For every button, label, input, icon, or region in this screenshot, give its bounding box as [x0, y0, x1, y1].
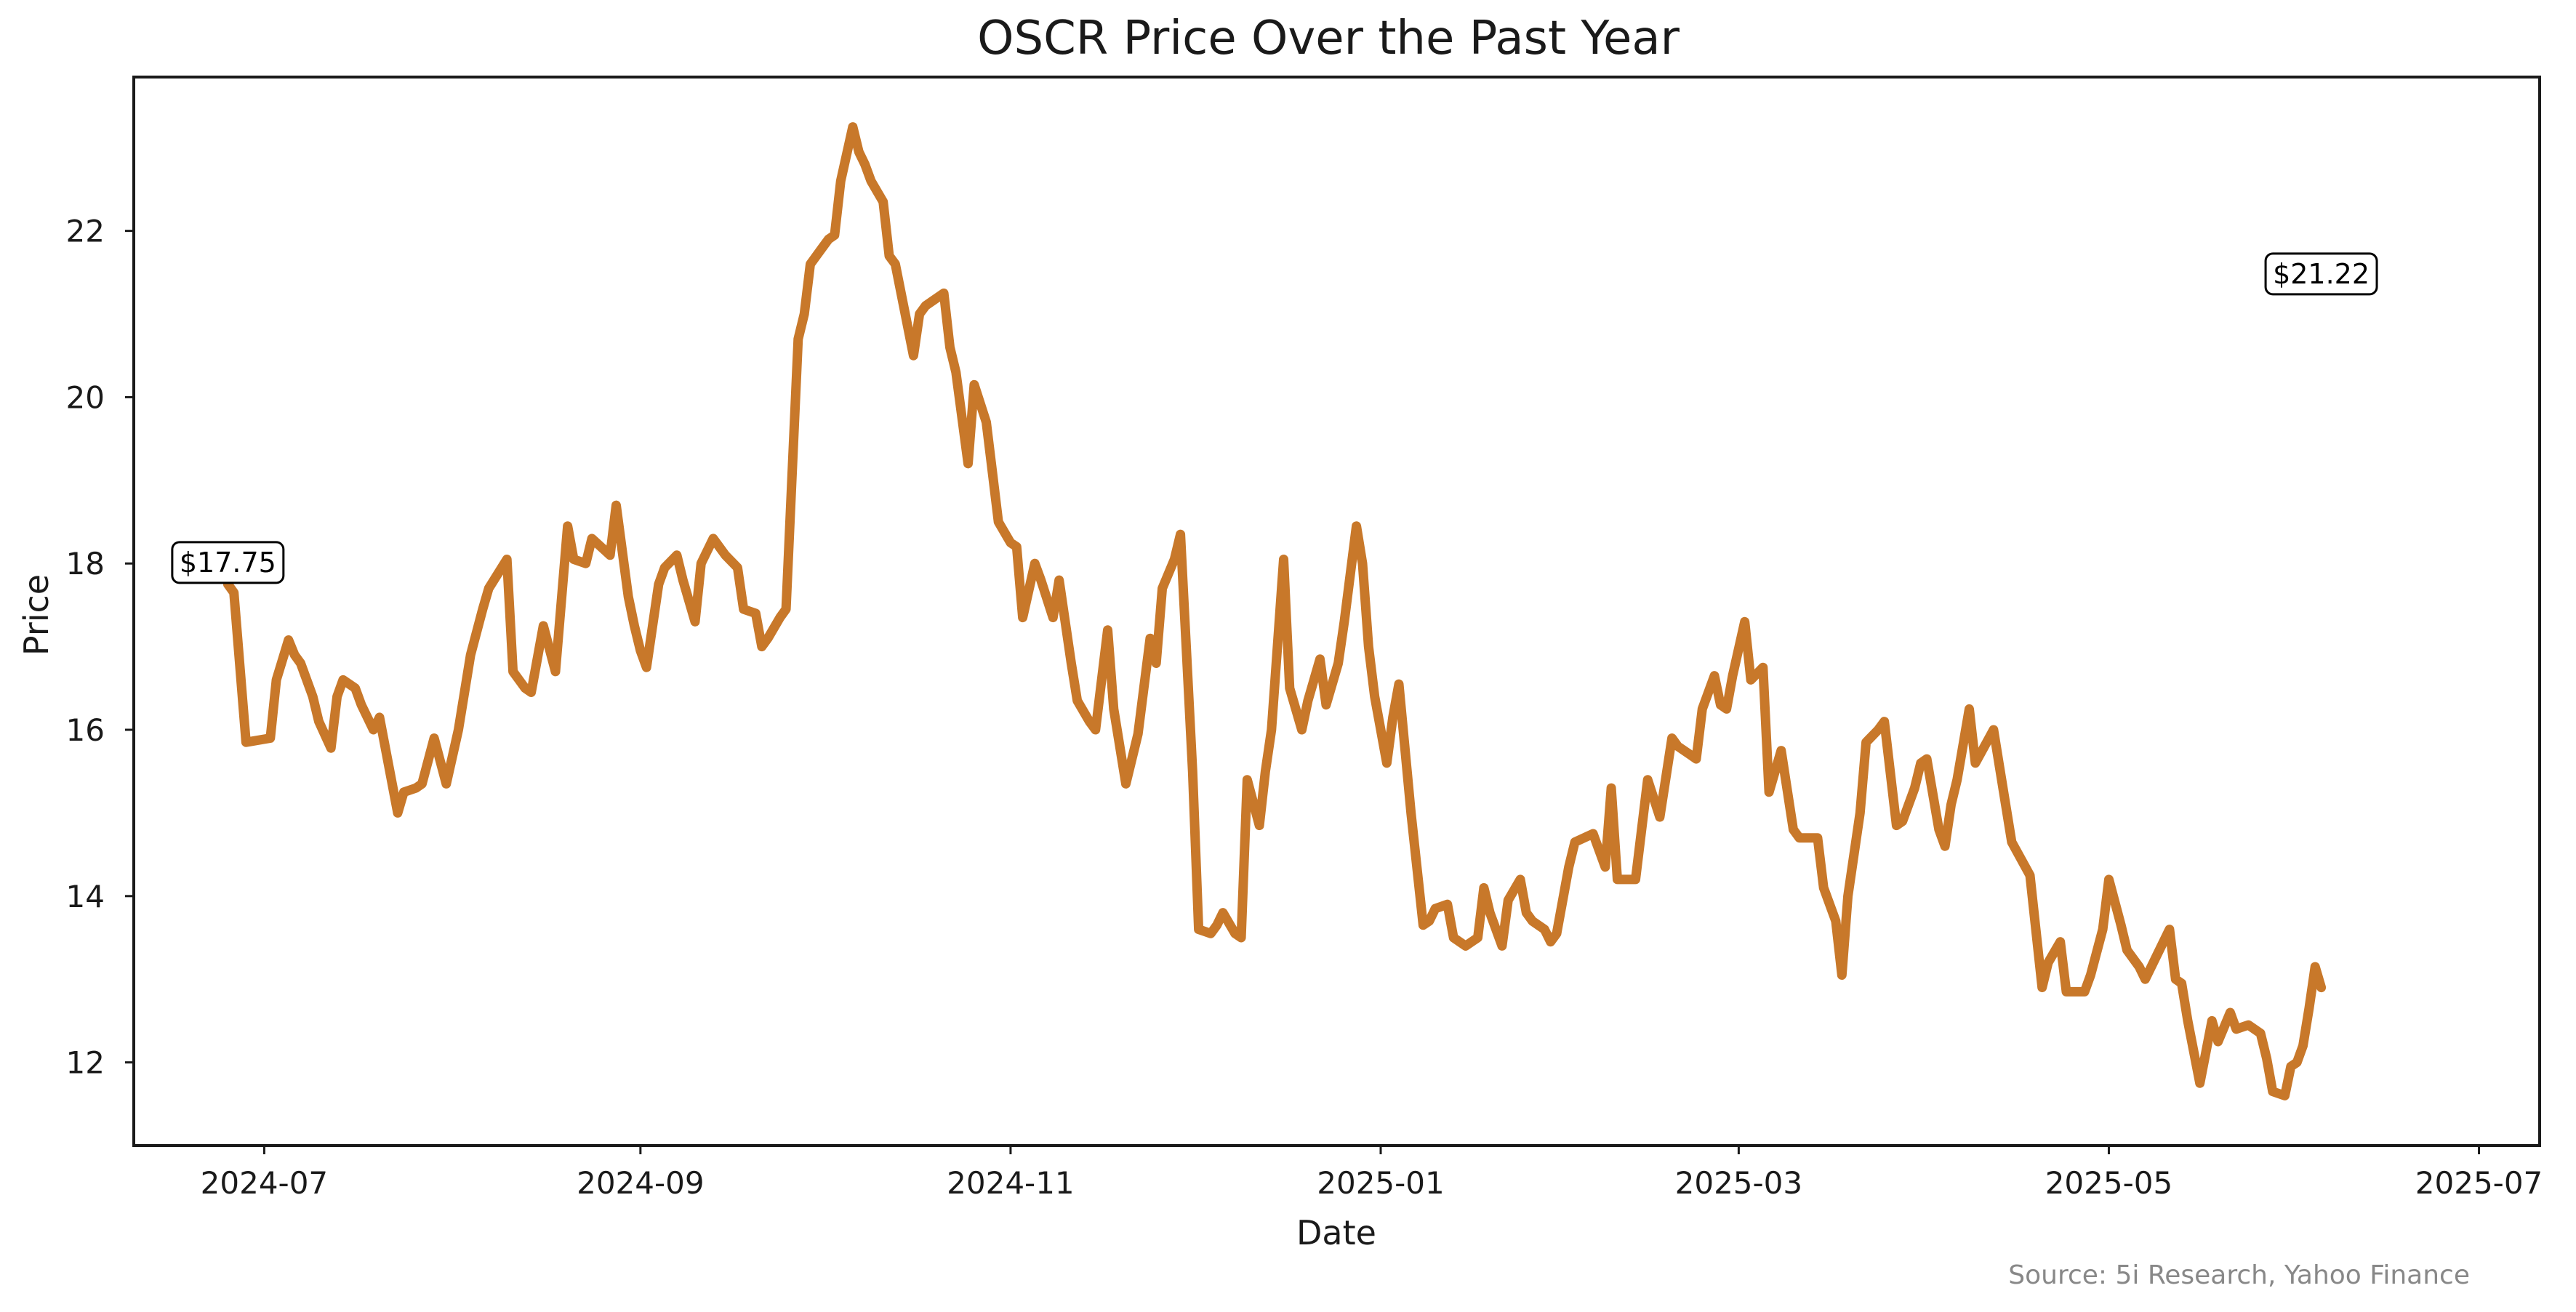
y-tick-label: 20	[66, 379, 105, 415]
price-annotation-box	[171, 541, 285, 584]
source-note: Source: 5i Research, Yahoo Finance	[2008, 1260, 2470, 1290]
y-tick-label: 22	[66, 214, 105, 249]
x-tick-label: 2024-11	[947, 1165, 1075, 1201]
plot-area-frame	[132, 76, 2541, 1147]
chart-title: OSCR Price Over the Past Year	[977, 12, 1680, 65]
price-annotation: $17.75	[171, 541, 285, 584]
x-tick-label: 2025-03	[1675, 1165, 1803, 1201]
x-tick-label: 2024-07	[201, 1165, 329, 1201]
x-tick-label: 2025-01	[1317, 1165, 1445, 1201]
x-axis-label: Date	[1296, 1213, 1376, 1252]
price-annotation-text: $17.75	[180, 547, 276, 579]
y-tick-label: 12	[66, 1045, 105, 1081]
y-tick-label: 18	[66, 546, 105, 581]
y-axis-label: Price	[17, 574, 56, 656]
x-axis-ticks: 2024-07 2024-09 2024-11 2025-01 2025-03 2025-…	[201, 1146, 2543, 1201]
y-axis-ticks: 12 14 16 18 20 22	[66, 214, 134, 1081]
price-annotation-text: $21.22	[2273, 258, 2370, 290]
x-tick-label: 2025-05	[2045, 1165, 2173, 1201]
x-tick-label: 2024-09	[577, 1165, 705, 1201]
price-annotations: $17.75 $21.22	[171, 252, 2378, 584]
y-tick-label: 16	[66, 712, 105, 748]
price-series-line	[222, 122, 2327, 1100]
price-annotation: $21.22	[2264, 252, 2378, 296]
price-annotation-box	[2264, 252, 2378, 296]
y-tick-label: 14	[66, 879, 105, 914]
x-tick-label: 2025-07	[2415, 1165, 2543, 1201]
